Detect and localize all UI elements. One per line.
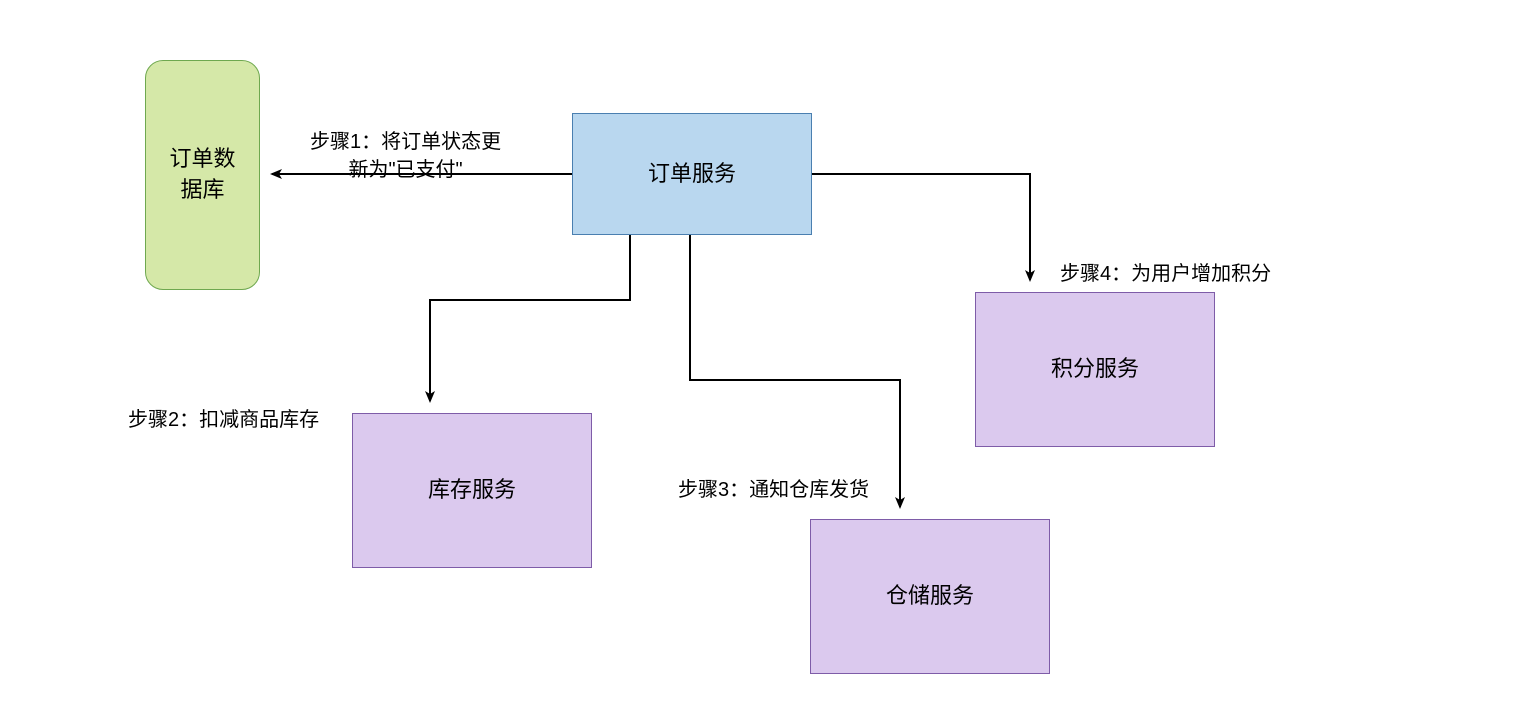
node-label: 库存服务 <box>428 475 516 506</box>
node-label: 订单数 据库 <box>169 144 235 206</box>
node-label: 积分服务 <box>1051 354 1139 385</box>
node-order-database: 订单数 据库 <box>145 60 260 290</box>
edge-step2 <box>430 235 630 401</box>
node-inventory-service: 库存服务 <box>352 413 592 568</box>
node-label: 仓储服务 <box>886 581 974 612</box>
edge-label-step4: 步骤4：为用户增加积分 <box>1060 232 1271 288</box>
node-points-service: 积分服务 <box>975 292 1215 447</box>
edge-label-step2: 步骤2：扣减商品库存 <box>128 378 319 434</box>
edge-label-step1: 步骤1：将订单状态更 新为"已支付" <box>310 100 501 184</box>
diagram-canvas: 订单数 据库 订单服务 库存服务 仓储服务 积分服务 步骤1：将订单状态更 新为… <box>0 0 1518 714</box>
node-order-service: 订单服务 <box>572 113 812 235</box>
edge-step4 <box>812 174 1030 280</box>
node-label: 订单服务 <box>648 159 736 190</box>
edge-label-step3: 步骤3：通知仓库发货 <box>678 448 869 504</box>
node-warehouse-service: 仓储服务 <box>810 519 1050 674</box>
